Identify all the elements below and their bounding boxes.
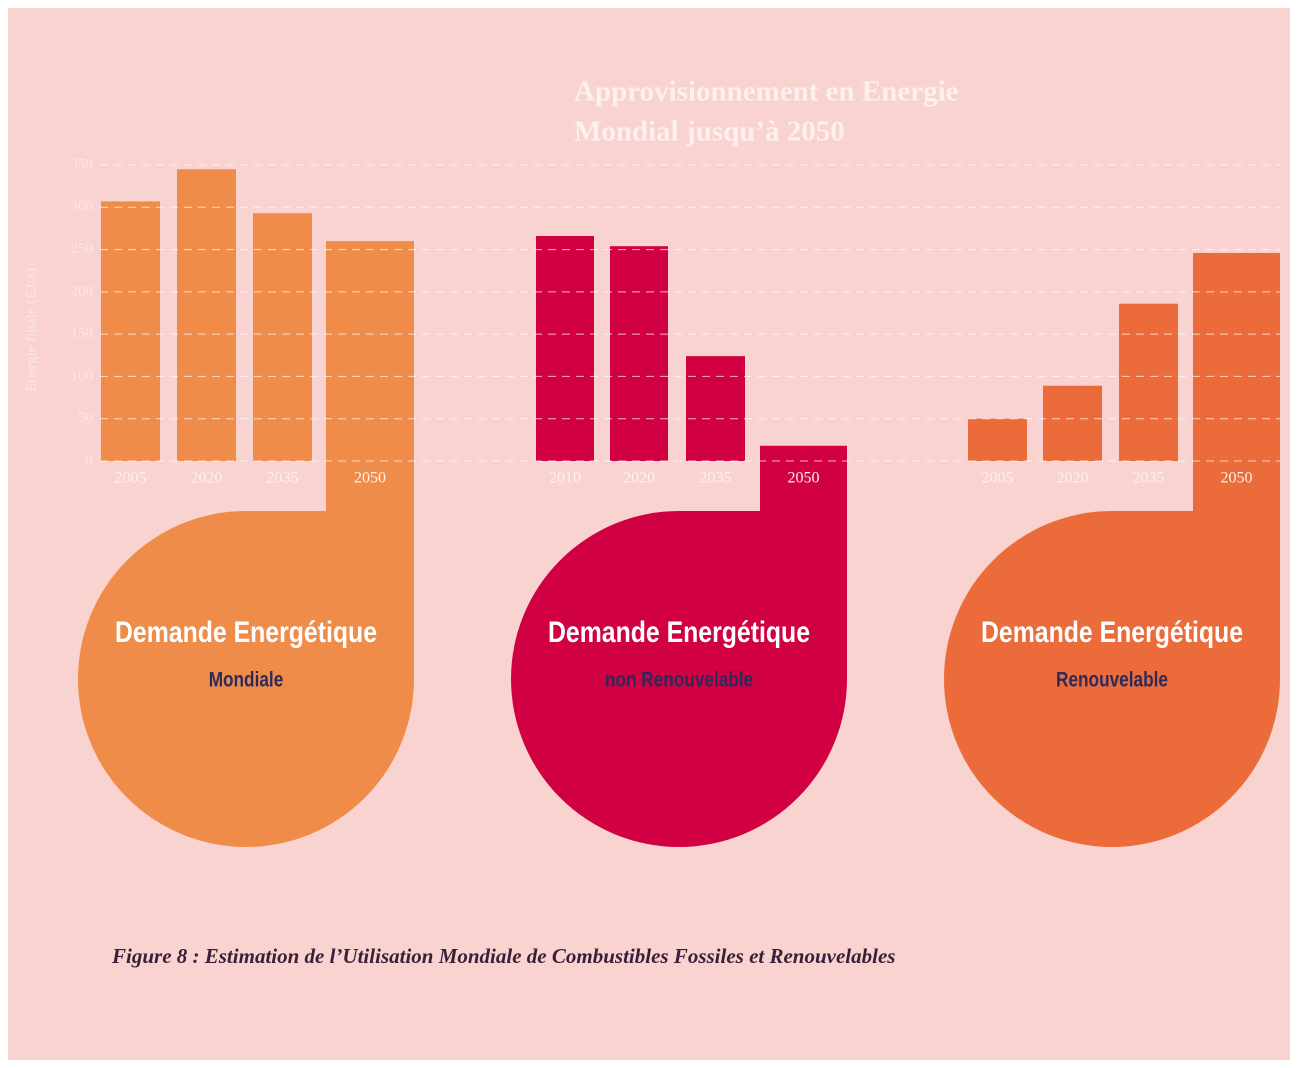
y-tick-label: 200 (71, 283, 94, 299)
x-tick-label: 2050 (354, 470, 386, 487)
panel-subtitle: non Renouvelable (605, 669, 753, 692)
bar (253, 213, 312, 461)
bar (326, 241, 414, 461)
x-tick-label: 2050 (1221, 470, 1253, 487)
panel-title: Demande Energétique (981, 616, 1243, 649)
bar (610, 246, 668, 461)
bar (101, 201, 160, 461)
x-tick-label: 2050 (788, 470, 820, 487)
panel-stem (760, 461, 847, 679)
bar (760, 445, 847, 461)
panel-title: Demande Energétique (548, 616, 810, 649)
y-tick-label: 150 (71, 326, 94, 342)
panel-stem (326, 461, 414, 679)
x-tick-label: 2035 (267, 470, 299, 487)
y-axis-label: Énergie finale (EJ/a) (22, 268, 39, 392)
y-tick-label: 0 (86, 452, 94, 468)
panel-subtitle: Renouvelable (1056, 669, 1168, 692)
x-tick-label: 2010 (549, 470, 581, 487)
bar (536, 236, 594, 461)
y-tick-label: 50 (78, 410, 93, 426)
panel-stem (1193, 461, 1280, 679)
chart-title: Approvisionnement en Energie (574, 76, 959, 108)
x-tick-label: 2005 (982, 470, 1014, 487)
caption: Figure 8 : Estimation de l’Utilisation M… (111, 944, 895, 968)
y-tick-label: 350 (71, 156, 94, 172)
x-tick-label: 2020 (191, 470, 223, 487)
y-tick-label: 300 (71, 199, 94, 215)
y-tick-label: 100 (71, 368, 94, 384)
plot (78, 169, 1280, 847)
x-tick-label: 2005 (115, 470, 147, 487)
x-tick-label: 2035 (700, 470, 732, 487)
bar (686, 356, 745, 461)
chart-title: Mondial jusqu’à 2050 (574, 116, 845, 148)
bar (1193, 252, 1280, 461)
y-tick-label: 250 (71, 241, 94, 257)
bar (177, 169, 236, 461)
x-tick-label: 2020 (623, 470, 655, 487)
panel-subtitle: Mondiale (209, 669, 284, 692)
bar (1119, 303, 1178, 461)
x-tick-label: 2035 (1133, 470, 1165, 487)
panel-title: Demande Energétique (115, 616, 377, 649)
bar (968, 418, 1027, 461)
x-tick-label: 2020 (1057, 470, 1089, 487)
bar (1043, 385, 1102, 461)
